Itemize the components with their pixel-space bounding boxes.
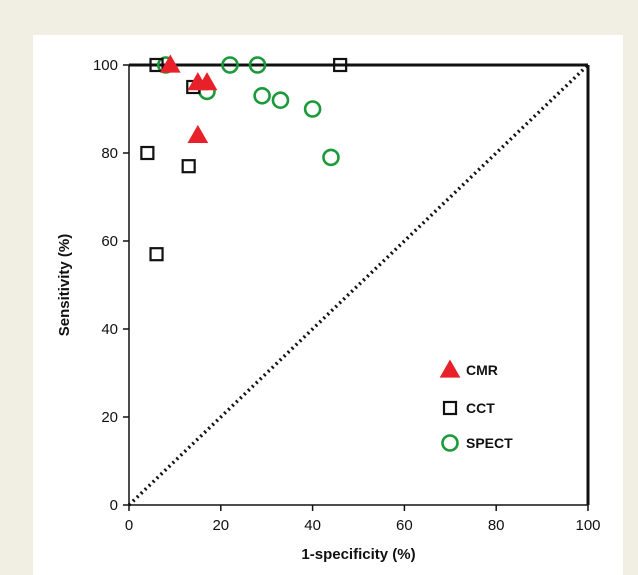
y-tick-label: 60	[101, 233, 118, 250]
x-tick-label: 0	[125, 517, 133, 534]
point-cmr	[188, 126, 207, 143]
y-tick-label: 40	[101, 321, 118, 338]
x-tick-label: 80	[488, 517, 505, 534]
x-tick-label: 100	[575, 517, 600, 534]
legend-item-spect: SPECT	[443, 435, 514, 451]
legend: CMR CCT SPECT	[441, 361, 514, 452]
x-tick-label: 20	[212, 517, 229, 534]
y-tick-label: 80	[101, 145, 118, 162]
point-spect	[255, 88, 270, 103]
point-spect	[273, 93, 288, 108]
x-tick-label: 40	[304, 517, 321, 534]
series-cct	[141, 59, 346, 260]
y-tick-label: 100	[93, 57, 118, 74]
legend-marker-spect	[443, 436, 458, 451]
axis-ticks: 0 20 40 60 80 100 0 20 40 60 80 100	[93, 57, 601, 534]
legend-item-cmr: CMR	[441, 361, 498, 379]
legend-item-cct: CCT	[444, 400, 495, 416]
legend-label-spect: SPECT	[466, 435, 513, 451]
series-spect	[158, 58, 338, 165]
y-tick-label: 20	[101, 409, 118, 426]
point-cct	[183, 160, 195, 172]
legend-label-cct: CCT	[466, 400, 495, 416]
point-cct	[151, 248, 163, 260]
point-spect	[305, 102, 320, 117]
legend-marker-cmr	[441, 361, 460, 378]
point-cct	[141, 147, 153, 159]
x-tick-label: 60	[396, 517, 413, 534]
legend-label-cmr: CMR	[466, 362, 498, 378]
point-spect	[323, 150, 338, 165]
legend-marker-cct	[444, 402, 456, 414]
data-points	[141, 56, 346, 261]
y-axis-label: Sensitivity (%)	[56, 234, 73, 337]
x-axis-label: 1-specificity (%)	[301, 546, 415, 563]
y-tick-label: 0	[110, 497, 118, 514]
